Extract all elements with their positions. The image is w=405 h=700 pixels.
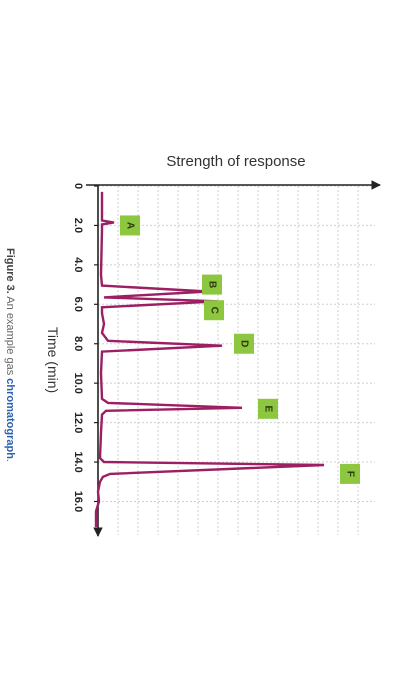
svg-text:Figure 3. An example gas chrom: Figure 3. An example gas chromatograph. (4, 248, 16, 462)
peak-label-text: A (125, 222, 136, 229)
tick-label: 12.0 (72, 412, 84, 433)
chart-title: Strength of response (166, 153, 305, 170)
peak-label-text: C (209, 307, 220, 314)
peak-label-text: E (263, 405, 274, 412)
tick-label: 2.0 (72, 218, 84, 233)
tick-label-group: 2.0 (72, 218, 84, 233)
caption-end: . (4, 459, 16, 462)
peak-label-text: B (207, 281, 218, 288)
peak-label-box (120, 215, 140, 236)
peak-label-text: D (239, 340, 250, 347)
x-axis-label-group: Time (min) (45, 327, 61, 393)
tick-label: 8.0 (72, 336, 84, 351)
chromatogram-line (94, 191, 325, 528)
x-axis-label: Time (min) (45, 327, 61, 393)
tick-label: 6.0 (72, 297, 84, 312)
peak-label-box (204, 300, 224, 321)
peak-label-text: F (345, 471, 356, 477)
tick-label-group: 14.0 (72, 451, 84, 472)
tick-label: 16.0 (72, 491, 84, 512)
tick-label-group: 16.0 (72, 491, 84, 512)
peak-label-box (234, 333, 254, 354)
peak-label-box (340, 463, 360, 484)
peak-label-d: D (234, 333, 254, 354)
peak-label-box (258, 398, 278, 419)
peak-label-box (202, 274, 222, 295)
peak-label-f: F (340, 463, 360, 484)
peak-label-b: B (202, 274, 222, 295)
peak-labels: A B C D E F (120, 215, 360, 484)
caption-figure-number: Figure 3. (4, 248, 16, 294)
caption-link[interactable]: chromatograph (4, 378, 16, 459)
peak-label-a: A (120, 215, 140, 236)
tick-label: 0 (72, 183, 84, 189)
tick-label: 10.0 (72, 372, 84, 393)
peak-label-c: C (204, 300, 224, 321)
grid-lines (98, 185, 375, 535)
peak-label-e: E (258, 398, 278, 419)
figure-caption: Figure 3. An example gas chromatograph. (4, 248, 16, 462)
x-axis-ticks: 0 2.0 4.0 6.0 8.0 10.0 12.0 14.0 16.0 (72, 183, 98, 512)
caption-text: An example gas (4, 294, 16, 378)
tick-label-group: 6.0 (72, 297, 84, 312)
tick-label-group: 12.0 (72, 412, 84, 433)
tick-label: 4.0 (72, 257, 84, 272)
tick-label-group: 4.0 (72, 257, 84, 272)
tick-label: 14.0 (72, 451, 84, 472)
tick-label-group: 10.0 (72, 372, 84, 393)
tick-label-group: 0 (72, 183, 84, 189)
tick-label-group: 8.0 (72, 336, 84, 351)
